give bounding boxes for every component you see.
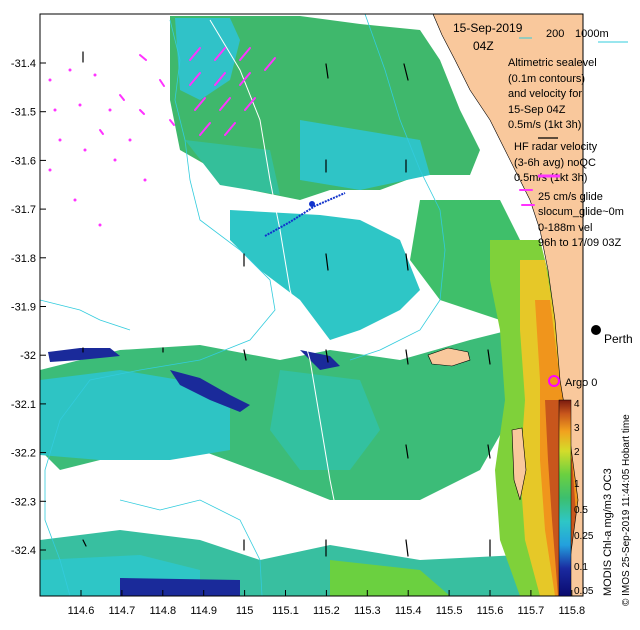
chlorophyll-raster xyxy=(40,16,580,596)
colorbar-tick-label: 4 xyxy=(574,399,580,410)
colorbar-tick-label: 0.1 xyxy=(574,562,588,573)
altimetry-vectors xyxy=(82,51,491,557)
y-axis: -31.4 -31.5 -31.6 -31.7 -31.8 -31.9 -32 -32.1 -3… xyxy=(11,58,46,557)
svg-text:25 cm/s glide: 25 cm/s glide xyxy=(538,191,603,203)
x-tick-label: 115.8 xyxy=(558,605,585,617)
colorbar-ticks: 4 3 2 1 0.5 0.25 0.1 0.05 xyxy=(574,399,594,597)
x-tick-label: 115 xyxy=(236,605,254,617)
x-tick-label: 114.6 xyxy=(68,605,95,617)
y-tick-label: -32 xyxy=(20,350,36,362)
svg-text:(0.1m contours): (0.1m contours) xyxy=(508,73,585,85)
bathy-legend-200: 200 xyxy=(546,28,564,40)
x-tick-label: 115.7 xyxy=(518,605,545,617)
y-tick-label: -31.9 xyxy=(11,302,36,314)
perth-label: Perth xyxy=(604,332,633,346)
y-tick-label: -32.2 xyxy=(11,448,36,460)
y-tick-label: -32.1 xyxy=(11,399,36,411)
svg-text:slocum_glide~0m: slocum_glide~0m xyxy=(538,206,624,218)
colorbar xyxy=(558,399,572,597)
svg-text:0.5m/s (1kt 3h): 0.5m/s (1kt 3h) xyxy=(508,119,581,131)
svg-text:and velocity for: and velocity for xyxy=(508,88,582,100)
plot-frame xyxy=(39,13,584,597)
x-tick-label: 114.7 xyxy=(109,605,136,617)
x-tick-label: 114.8 xyxy=(149,605,176,617)
bathy-legend-1000: 1000m xyxy=(575,28,609,40)
svg-text:0.5m/s (1kt 3h): 0.5m/s (1kt 3h) xyxy=(514,172,587,184)
rottnest-island xyxy=(427,347,471,367)
svg-text:Altimetric sealevel: Altimetric sealevel xyxy=(508,57,597,69)
y-tick-label: -32.3 xyxy=(11,496,36,508)
hf-radar-legend: HF radar velocity (3-6h avg) noQC 0.5m/s… xyxy=(514,141,598,184)
colorbar-tick-label: 1 xyxy=(574,479,580,490)
x-axis: 114.6 114.7 114.8 114.9 115 115.1 115.2 115.3 11… xyxy=(68,590,585,617)
glider-position xyxy=(309,201,315,207)
colorbar-tick-label: 2 xyxy=(574,447,580,458)
hf-radar-dots xyxy=(48,68,147,227)
svg-text:15-Sep 04Z: 15-Sep 04Z xyxy=(508,104,566,116)
svg-text:HF radar velocity: HF radar velocity xyxy=(514,141,598,153)
perth-marker xyxy=(591,325,601,335)
colorbar-tick-label: 0.05 xyxy=(574,586,594,597)
argo-label: Argo 0 xyxy=(565,377,597,389)
map-time: 04Z xyxy=(473,39,494,53)
bathymetry-contours xyxy=(39,13,446,597)
y-tick-label: -31.7 xyxy=(11,204,36,216)
y-tick-label: -31.4 xyxy=(11,58,36,70)
colorbar-label: MODIS Chl-a mg/m3 OC3 xyxy=(602,468,614,596)
x-tick-label: 115.3 xyxy=(354,605,381,617)
colorbar-tick-label: 3 xyxy=(574,423,580,434)
svg-text:0-188m vel: 0-188m vel xyxy=(538,222,592,234)
y-tick-label: -31.5 xyxy=(11,107,36,119)
credit-label: © IMOS 25-Sep-2019 11:44:05 Hobart time xyxy=(621,414,632,606)
map-date: 15-Sep-2019 xyxy=(453,21,523,35)
altimetry-legend: Altimetric sealevel (0.1m contours) and … xyxy=(508,57,597,131)
x-tick-label: 115.6 xyxy=(477,605,504,617)
altimetric-contour xyxy=(209,19,341,531)
x-tick-label: 115.2 xyxy=(313,605,340,617)
x-tick-label: 115.1 xyxy=(272,605,299,617)
y-tick-label: -32.4 xyxy=(11,545,36,557)
garden-island xyxy=(511,427,527,501)
svg-text:(3-6h avg) noQC: (3-6h avg) noQC xyxy=(514,157,596,169)
hf-radar-vectors xyxy=(99,47,535,206)
colorbar-tick-label: 0.5 xyxy=(574,505,588,516)
x-tick-label: 115.4 xyxy=(395,605,422,617)
argo-marker xyxy=(548,375,560,387)
glider-legend: 25 cm/s glide slocum_glide~0m 0-188m vel… xyxy=(538,191,624,249)
glider-track xyxy=(264,192,346,237)
colorbar-tick-label: 0.25 xyxy=(574,531,594,542)
svg-text:96h to 17/09 03Z: 96h to 17/09 03Z xyxy=(538,237,621,249)
y-tick-label: -31.8 xyxy=(11,253,36,265)
x-tick-label: 114.9 xyxy=(190,605,217,617)
y-tick-label: -31.6 xyxy=(11,155,36,167)
x-tick-label: 115.5 xyxy=(436,605,463,617)
